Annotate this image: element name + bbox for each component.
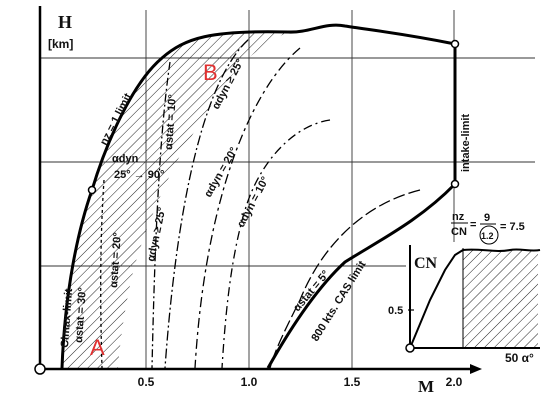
stat-5-label: αstat = 5° xyxy=(291,268,332,314)
envelope-point-top xyxy=(450,39,460,49)
stat-10-label: αstat = 10° xyxy=(163,94,179,150)
dyn-20-label: αdyn = 20° xyxy=(202,145,240,199)
inset-y-label: CN xyxy=(414,255,438,272)
formula-equals: = xyxy=(470,219,476,231)
inset-chart: CN 0.5 50 α° xyxy=(388,242,541,365)
x-tick-label: 2.0 xyxy=(446,375,463,389)
origin-marker xyxy=(34,363,46,375)
axes xyxy=(38,6,482,374)
envelope-boundary xyxy=(60,23,456,369)
dyn-20-contour xyxy=(194,47,301,369)
inset-y-tick: 0.5 xyxy=(388,305,403,317)
inset-cn-curve xyxy=(409,248,541,349)
clmax-limit-label: Clmax-limit xyxy=(59,288,75,348)
inset-formula: nz CN = 9 1.2 = 7.5 xyxy=(451,211,525,245)
envelope-point-left xyxy=(87,185,97,195)
cas-limit-line xyxy=(266,182,457,369)
stat-20-contour xyxy=(100,179,105,369)
dyn-range-value: 25° → 90° xyxy=(114,169,164,181)
dyn-range-label: αdyn xyxy=(112,153,139,165)
region-a-label: A xyxy=(90,335,105,360)
formula-denominator: 1.2 xyxy=(481,231,494,241)
formula-nz: nz xyxy=(452,211,465,223)
formula-cn: CN xyxy=(451,226,467,238)
intake-limit-label: intake-limit xyxy=(460,114,472,172)
stat-5-contour xyxy=(269,189,421,369)
x-tick-labels: 0.5 1.0 1.5 2.0 xyxy=(138,375,463,389)
x-axis-label: M xyxy=(418,377,434,396)
inset-hatched-area xyxy=(463,250,538,348)
region-b-label: B xyxy=(203,60,218,85)
inset-origin-marker xyxy=(405,343,415,353)
x-tick-label: 1.5 xyxy=(344,375,361,389)
dyn-10-label: αdyn = 10° xyxy=(235,175,272,230)
x-tick-label: 1.0 xyxy=(241,375,258,389)
inset-x-label: 50 α° xyxy=(505,351,534,365)
formula-denominator-circle xyxy=(479,225,499,245)
cas-limit-label: 800 kts. CAS limit xyxy=(309,259,368,344)
formula-result: = 7.5 xyxy=(500,221,525,233)
hatched-region xyxy=(62,31,288,369)
formula-numerator: 9 xyxy=(484,212,490,224)
stat-30-label: αstat = 30° xyxy=(73,287,89,343)
stat-10-contour xyxy=(151,61,171,369)
envelope-point-mid xyxy=(450,179,460,189)
y-axis-label: H xyxy=(58,12,72,32)
contours xyxy=(100,39,421,369)
stat-20-label: αstat = 20° xyxy=(108,232,124,288)
dyn-25-contour xyxy=(164,39,249,369)
x-tick-label: 0.5 xyxy=(138,375,155,389)
y-axis-unit: [km] xyxy=(48,37,73,51)
